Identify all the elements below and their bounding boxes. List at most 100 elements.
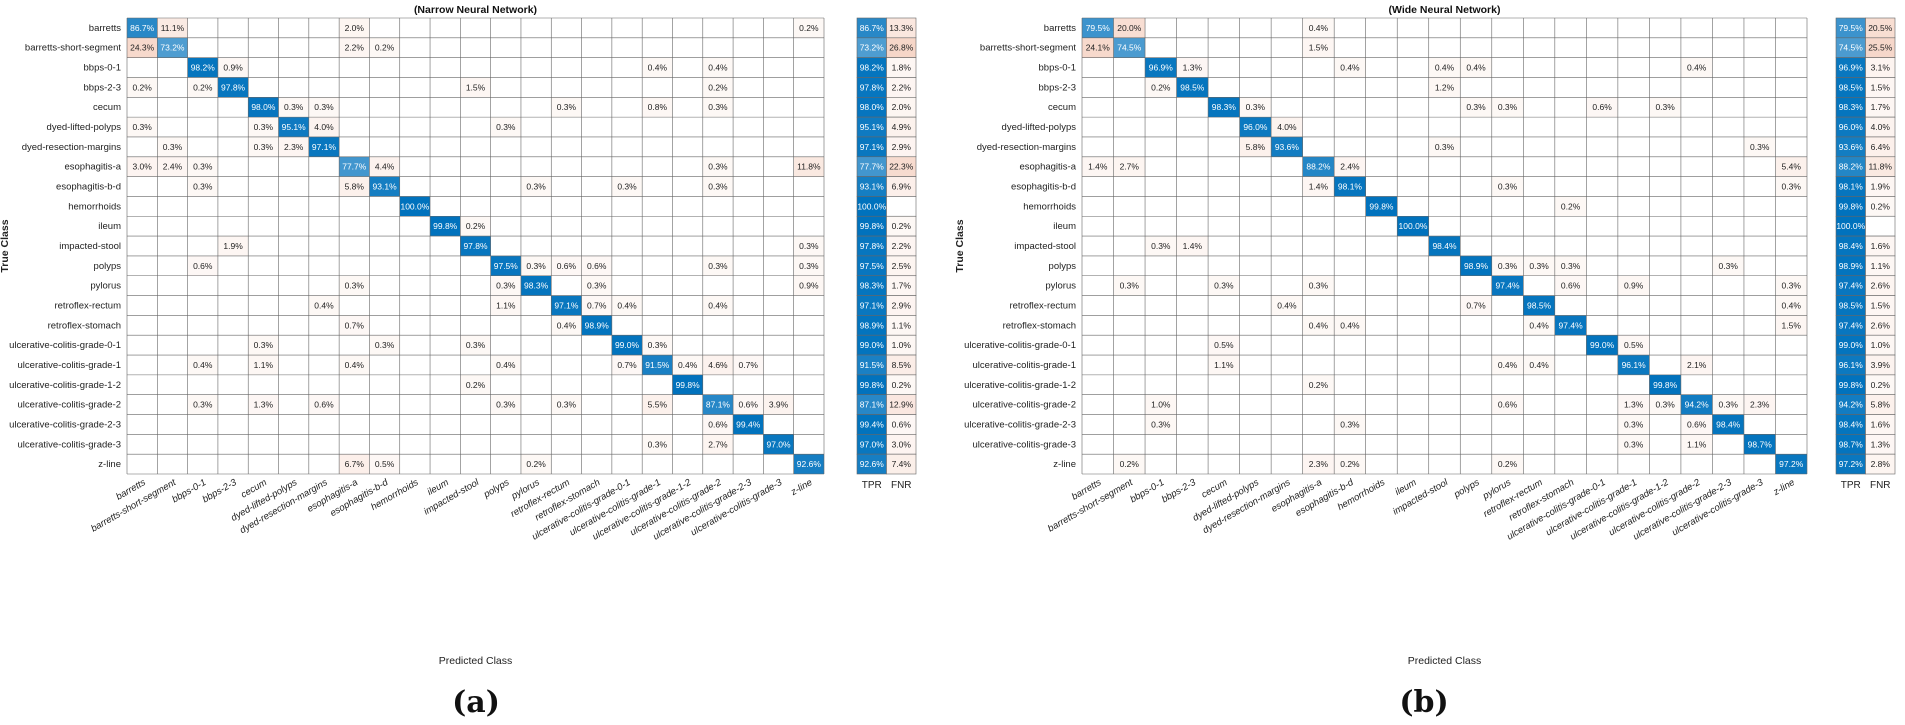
column-label: polyps	[481, 477, 511, 501]
tpr-label: 93.6%	[1839, 142, 1864, 152]
cell-label: 0.2%	[1120, 459, 1140, 469]
matrix-cell	[1523, 295, 1555, 316]
cell-label: 0.3%	[193, 400, 213, 410]
fnr-label: 5.8%	[1871, 400, 1891, 410]
matrix-cell	[127, 37, 158, 58]
matrix-cell	[1176, 77, 1209, 98]
tpr-label: 94.2%	[1839, 400, 1864, 410]
cell-label: 1.3%	[254, 400, 274, 410]
cell-label: 0.3%	[193, 182, 213, 192]
tpr-label: 97.4%	[1839, 281, 1864, 291]
cell-label: 0.3%	[1655, 102, 1675, 112]
cell-label: 0.4%	[1529, 320, 1549, 330]
cell-label: 0.4%	[1277, 300, 1297, 310]
matrix-cell	[1775, 156, 1807, 177]
matrix-cell	[308, 394, 340, 415]
cell-label: 0.4%	[1529, 360, 1549, 370]
row-label: ulcerative-colitis-grade-2	[973, 400, 1076, 411]
tpr-label: 86.7%	[860, 23, 885, 33]
row-label: pylorus	[90, 281, 121, 292]
cell-label: 0.6%	[1498, 400, 1518, 410]
matrix-cell	[1113, 454, 1146, 474]
cell-label: 0.4%	[496, 360, 516, 370]
tpr-label: 99.0%	[1839, 340, 1864, 350]
cell-label: 11.1%	[161, 23, 185, 33]
cell-label: 1.0%	[1151, 400, 1171, 410]
matrix-cell	[1617, 434, 1650, 455]
matrix-cell	[217, 57, 249, 78]
row-label: ulcerative-colitis-grade-3	[18, 439, 121, 450]
tpr-label: 99.8%	[860, 380, 885, 390]
row-label: dyed-resection-margins	[977, 142, 1077, 153]
matrix-cell	[1617, 355, 1650, 375]
matrix-cell	[1302, 156, 1335, 177]
cell-label: 1.4%	[1183, 241, 1203, 251]
cell-label: 0.3%	[1782, 182, 1802, 192]
matrix-cell	[1491, 97, 1524, 118]
cell-label: 0.3%	[526, 182, 546, 192]
tpr-label: 92.6%	[860, 459, 885, 469]
matrix-cell	[1271, 295, 1303, 316]
tpr-label: 96.1%	[1839, 360, 1864, 370]
cell-label: 0.4%	[617, 300, 637, 310]
cell-label: 3.9%	[769, 400, 789, 410]
matrix-cell	[702, 156, 734, 177]
matrix-cell	[369, 156, 400, 177]
tpr-label: 99.8%	[1839, 201, 1864, 211]
cell-label: 0.3%	[1498, 261, 1518, 271]
matrix-cell	[369, 335, 400, 356]
row-label: dyed-lifted-polyps	[1002, 122, 1077, 133]
tpr-label: 98.3%	[860, 281, 885, 291]
fnr-label: 8.5%	[892, 360, 912, 370]
cell-label: 98.2%	[191, 63, 216, 73]
cell-label: 2.7%	[1120, 162, 1140, 172]
fnr-label: 2.2%	[892, 241, 912, 251]
matrix-cell	[1523, 315, 1555, 336]
matrix-cell	[187, 394, 218, 415]
row-label: dyed-resection-margins	[22, 142, 122, 153]
matrix-cell	[763, 434, 794, 455]
fnr-header: FNR	[891, 480, 912, 491]
matrix-cell	[702, 394, 734, 415]
row-label: retroflex-stomach	[1003, 320, 1076, 331]
cell-label: 0.3%	[1309, 281, 1329, 291]
column-label: bbps-0-1	[1128, 477, 1166, 505]
matrix-cell	[430, 216, 461, 237]
cell-label: 0.4%	[1340, 320, 1360, 330]
matrix-cell	[581, 315, 612, 336]
fnr-label: 1.6%	[1871, 419, 1891, 429]
matrix-cell	[339, 355, 370, 375]
cell-label: 1.9%	[223, 241, 243, 251]
matrix-cell	[1082, 156, 1114, 177]
matrix-cell	[248, 355, 279, 375]
matrix-cell	[187, 355, 218, 375]
cell-label: 0.4%	[1309, 23, 1329, 33]
matrix-cell	[1775, 315, 1807, 336]
cell-label: 96.9%	[1149, 63, 1174, 73]
matrix-cell	[702, 295, 734, 316]
fnr-label: 2.5%	[892, 261, 912, 271]
tpr-label: 100.0%	[857, 201, 886, 211]
tpr-label: 97.1%	[860, 300, 885, 310]
row-label: ulcerative-colitis-grade-1-2	[9, 380, 121, 391]
cell-label: 79.5%	[1086, 23, 1111, 33]
cell-label: 0.3%	[1435, 142, 1455, 152]
matrix-cell	[1113, 37, 1146, 58]
matrix-cell	[1208, 97, 1240, 118]
fnr-label: 4.9%	[892, 122, 912, 132]
row-label: esophagitis-a	[1019, 162, 1076, 173]
cell-label: 0.2%	[1309, 380, 1329, 390]
matrix-cell	[1145, 414, 1177, 435]
matrix-cell	[217, 77, 249, 98]
tpr-label: 97.0%	[860, 439, 885, 449]
cell-label: 2.1%	[1687, 360, 1707, 370]
cell-label: 24.1%	[1086, 43, 1111, 53]
cell-label: 24.3%	[130, 43, 155, 53]
row-label: impacted-stool	[1014, 241, 1076, 252]
fnr-label: 1.7%	[892, 281, 912, 291]
matrix-cell	[1491, 275, 1524, 296]
cell-label: 0.3%	[708, 102, 728, 112]
matrix-cell	[702, 57, 734, 78]
matrix-cell	[1302, 18, 1335, 38]
tpr-label: 98.5%	[1839, 82, 1864, 92]
